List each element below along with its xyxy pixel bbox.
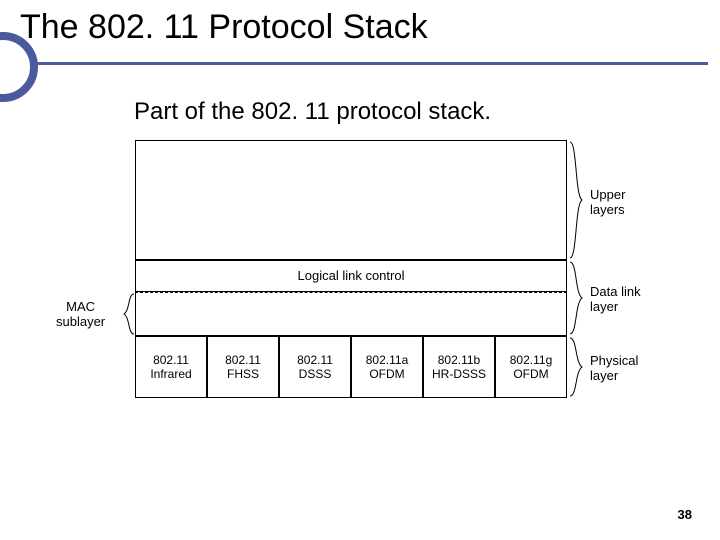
phy-col-line1: 802.11b	[438, 353, 481, 367]
phy-col-line1: 802.11	[225, 353, 261, 367]
mac-sublayer-bracket	[118, 292, 136, 336]
phy-col-2: 802.11 DSSS	[279, 336, 351, 398]
datalink-bracket	[568, 260, 586, 336]
protocol-stack-diagram: Logical link control 802.11 Infrared 802…	[40, 140, 680, 470]
physical-text: Physical layer	[590, 353, 638, 383]
phy-col-line2: Infrared	[150, 367, 191, 381]
page-title: The 802. 11 Protocol Stack	[20, 8, 428, 47]
upper-layers-label: Upper layers	[590, 188, 625, 218]
upper-layers-bracket	[568, 140, 586, 260]
datalink-text: Data link layer	[590, 284, 641, 314]
physical-layer-row: 802.11 Infrared 802.11 FHSS 802.11 DSSS …	[135, 336, 567, 398]
phy-col-4: 802.11b HR-DSSS	[423, 336, 495, 398]
upper-layers-box	[135, 140, 567, 260]
phy-col-line2: DSSS	[299, 367, 332, 381]
phy-col-line1: 802.11	[153, 353, 189, 367]
phy-col-line2: FHSS	[227, 367, 259, 381]
subtitle: Part of the 802. 11 protocol stack.	[134, 98, 491, 126]
phy-col-1: 802.11 FHSS	[207, 336, 279, 398]
phy-col-5: 802.11g OFDM	[495, 336, 567, 398]
llc-label: Logical link control	[298, 268, 405, 284]
upper-layers-text: Upper layers	[590, 187, 625, 217]
phy-col-line1: 802.11g	[510, 353, 553, 367]
mac-sublayer-box	[135, 292, 567, 336]
phy-col-line2: OFDM	[369, 367, 404, 381]
physical-label: Physical layer	[590, 354, 638, 384]
phy-col-3: 802.11a OFDM	[351, 336, 423, 398]
phy-col-line1: 802.11a	[366, 353, 409, 367]
phy-col-0: 802.11 Infrared	[135, 336, 207, 398]
phy-col-line2: OFDM	[513, 367, 548, 381]
llc-box: Logical link control	[135, 260, 567, 292]
page-number: 38	[678, 507, 692, 522]
datalink-label: Data link layer	[590, 285, 641, 315]
mac-sublayer-label: MAC sublayer	[56, 300, 105, 330]
mac-sublayer-text: MAC sublayer	[56, 299, 105, 329]
title-underline	[36, 62, 708, 65]
physical-bracket	[568, 336, 586, 398]
phy-col-line2: HR-DSSS	[432, 367, 486, 381]
phy-col-line1: 802.11	[297, 353, 333, 367]
